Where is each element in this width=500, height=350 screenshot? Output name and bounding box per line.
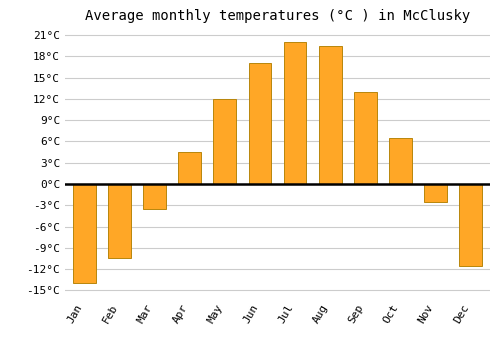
- Bar: [284, 42, 306, 184]
- Bar: [178, 152, 201, 184]
- Bar: [248, 63, 272, 184]
- Bar: [214, 99, 236, 184]
- Bar: [424, 184, 447, 202]
- Bar: [354, 92, 376, 184]
- Bar: [389, 138, 412, 184]
- Title: Average monthly temperatures (°C ) in McClusky: Average monthly temperatures (°C ) in Mc…: [85, 9, 470, 23]
- Bar: [460, 184, 482, 266]
- Bar: [143, 184, 166, 209]
- Bar: [319, 46, 342, 184]
- Bar: [108, 184, 131, 259]
- Bar: [73, 184, 96, 283]
